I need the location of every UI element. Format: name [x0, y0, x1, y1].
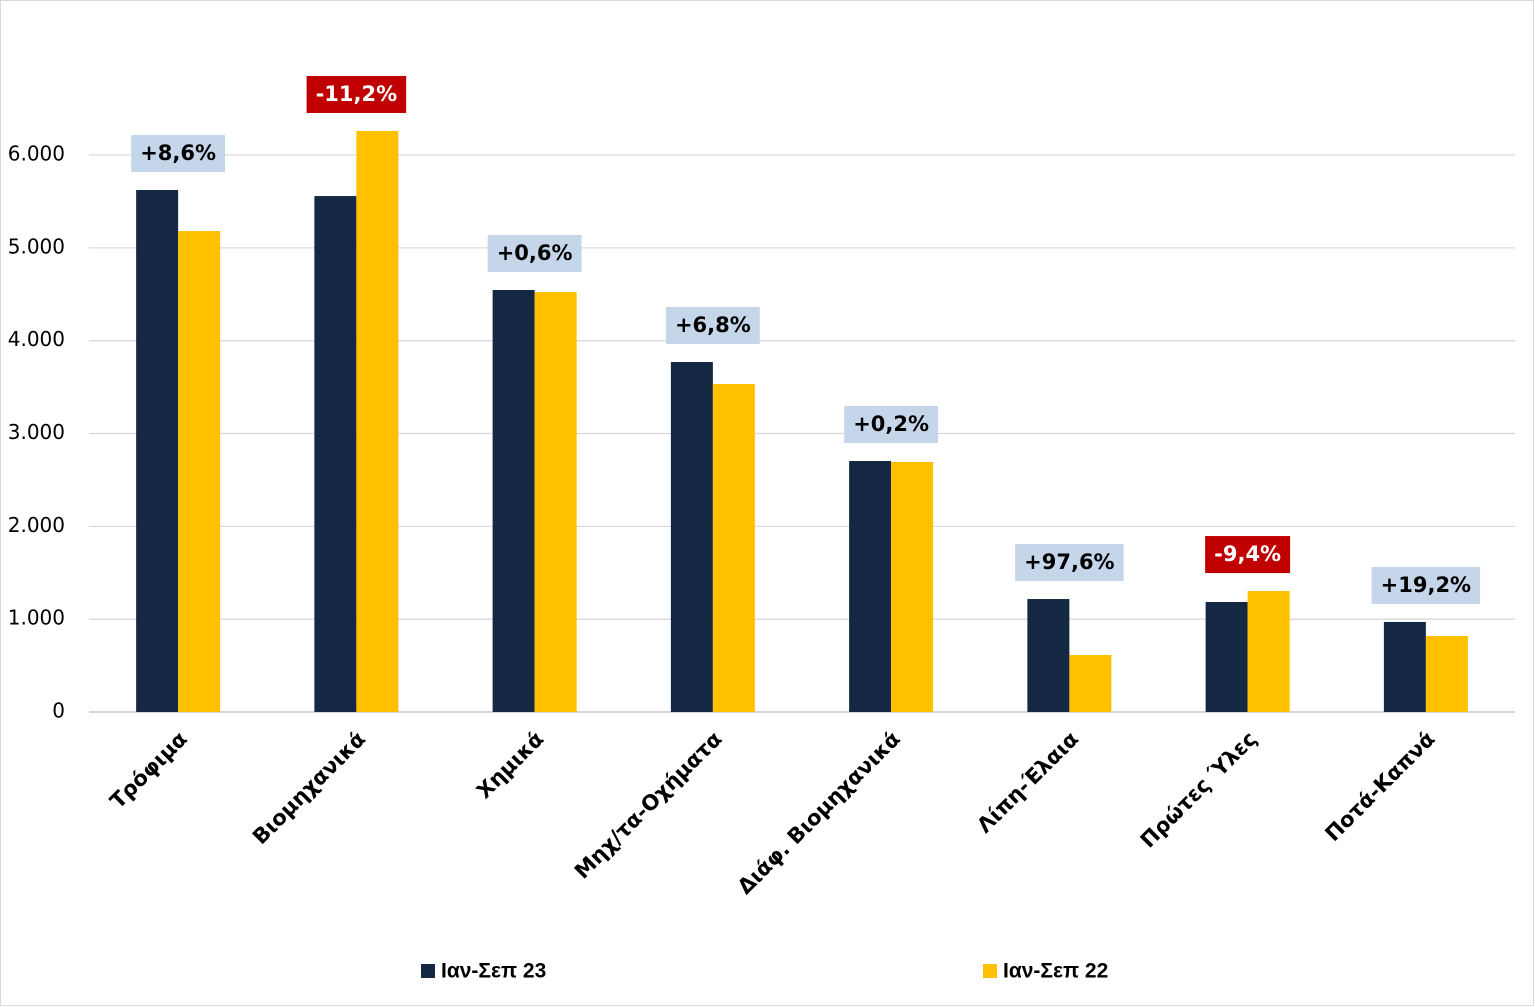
change-label: +0,6% [487, 234, 582, 272]
y-tick-label: 0 [52, 699, 65, 723]
change-label-text: +0,2% [853, 412, 929, 436]
change-label-box [306, 75, 407, 113]
bar [1247, 591, 1290, 712]
bar [670, 362, 713, 712]
legend-label: Ιαν-Σεπ 23 [441, 960, 546, 983]
change-label: +19,2% [1371, 566, 1481, 604]
change-label: +8,6% [131, 135, 226, 173]
bar [314, 196, 357, 713]
bar [178, 231, 221, 712]
change-label-box [487, 234, 582, 272]
change-label: +6,8% [665, 307, 760, 345]
bar [1425, 635, 1468, 712]
bar [534, 292, 577, 712]
bar [1069, 655, 1112, 712]
bar [712, 384, 755, 712]
change-label-text: +8,6% [140, 141, 216, 165]
change-label-box [1015, 544, 1124, 582]
change-label: +97,6% [1015, 544, 1124, 582]
bar [1205, 601, 1248, 712]
change-label-box [1205, 536, 1291, 574]
y-tick-label: 4.000 [8, 327, 65, 351]
change-label: +0,2% [844, 405, 939, 443]
y-tick-label: 6.000 [8, 142, 65, 166]
bar [1027, 599, 1070, 712]
change-label-text: +19,2% [1381, 573, 1471, 597]
change-label: -9,4% [1205, 536, 1291, 574]
bar [136, 190, 179, 712]
y-tick-label: 3.000 [8, 420, 65, 444]
change-label-text: +0,6% [497, 241, 573, 265]
change-label-text: -11,2% [316, 82, 398, 106]
bar [356, 130, 399, 712]
y-tick-label: 1.000 [8, 606, 65, 630]
change-label-text: +97,6% [1024, 550, 1114, 574]
change-label-text: +6,8% [675, 313, 751, 337]
change-label-box [131, 135, 226, 173]
bar [1383, 621, 1426, 712]
y-tick-label: 5.000 [8, 234, 65, 258]
change-label-box [844, 405, 939, 443]
change-label-box [665, 307, 760, 345]
change-label: -11,2% [306, 75, 407, 113]
bar [492, 289, 535, 712]
bar [891, 462, 934, 712]
legend-swatch [983, 964, 997, 978]
y-tick-label: 2.000 [8, 513, 65, 537]
change-label-box [1371, 566, 1481, 604]
legend-label: Ιαν-Σεπ 22 [1003, 960, 1108, 983]
legend-swatch [421, 964, 435, 978]
bar [849, 460, 892, 712]
change-label-text: -9,4% [1214, 542, 1281, 566]
